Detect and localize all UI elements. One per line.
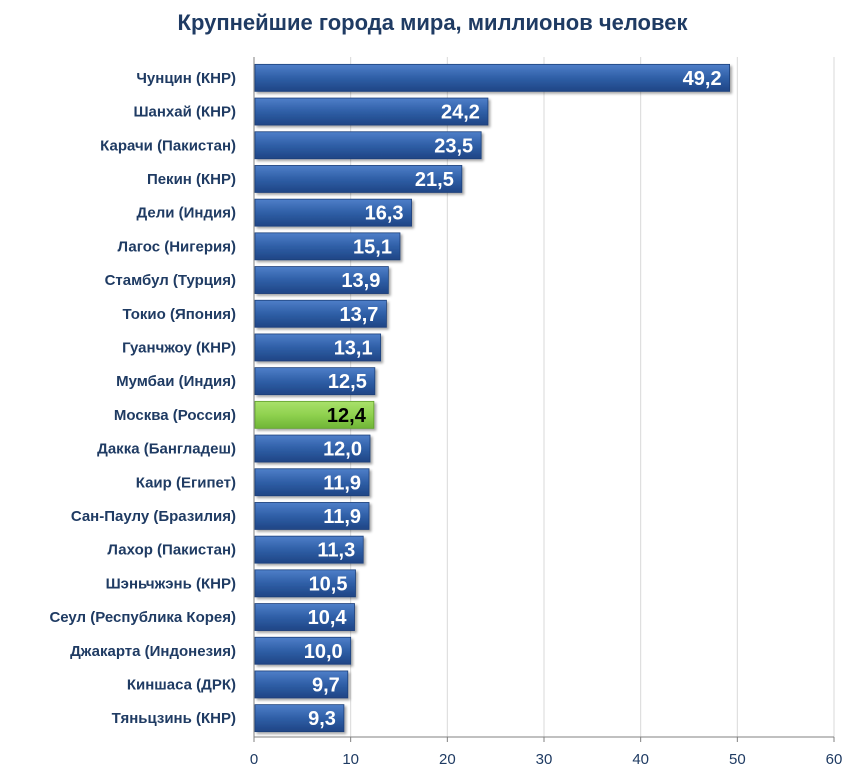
- category-label: Чунцин (КНР): [136, 70, 236, 87]
- category-label: Тяньцзинь (КНР): [112, 710, 236, 727]
- bar: [254, 569, 356, 598]
- bar-value-label: 9,7: [312, 674, 340, 696]
- bar: [254, 266, 389, 294]
- bar: [254, 704, 345, 733]
- bar-value-label: 10,5: [309, 573, 348, 595]
- category-label: Шэньчжэнь (КНР): [106, 575, 236, 592]
- category-label: Дели (Индия): [137, 205, 236, 222]
- category-label: Токио (Япония): [123, 306, 236, 323]
- category-label: Дакка (Бангладеш): [97, 441, 236, 458]
- bar-value-label: 13,1: [334, 337, 373, 359]
- bar: [254, 299, 387, 328]
- bar-value-label: 15,1: [353, 236, 392, 258]
- bar: [254, 535, 364, 564]
- x-tick-label: 60: [826, 751, 843, 768]
- bar: [254, 198, 412, 227]
- category-label: Киншаса (ДРК): [127, 676, 236, 693]
- category-label: Сан-Паулу (Бразилия): [71, 508, 236, 525]
- bar-value-label: 16,3: [365, 203, 404, 225]
- category-label: Шанхай (КНР): [133, 104, 236, 121]
- bar-value-label: 49,2: [683, 68, 722, 90]
- x-tick-label: 10: [342, 751, 359, 768]
- bar: [254, 636, 352, 665]
- bar-value-label: 13,7: [339, 304, 378, 326]
- bar: [254, 367, 376, 396]
- bar-value-label: 24,2: [441, 102, 480, 124]
- bar-value-label: 13,9: [341, 270, 380, 292]
- bar: [254, 502, 370, 530]
- bar-value-label: 12,0: [323, 439, 362, 461]
- bar-value-label: 11,3: [317, 540, 355, 562]
- bar-value-label: 10,0: [304, 641, 343, 663]
- bar: [254, 232, 401, 261]
- bar-value-label: 12,5: [328, 371, 367, 393]
- bar-value-label: 11,9: [323, 472, 361, 494]
- bar: [254, 63, 731, 92]
- bar: [254, 165, 463, 193]
- bar-value-label: 11,9: [323, 506, 361, 528]
- bar-value-label: 9,3: [308, 708, 336, 730]
- bar: [254, 670, 349, 699]
- category-label: Карачи (Пакистан): [100, 137, 236, 154]
- x-tick-label: 0: [250, 751, 258, 768]
- x-tick-label: 30: [536, 751, 553, 768]
- bar-value-label: 10,4: [308, 607, 348, 629]
- bar: [254, 434, 371, 463]
- category-label: Лагос (Нигерия): [117, 238, 236, 255]
- bar: [254, 97, 489, 126]
- bar: [254, 468, 370, 497]
- category-label: Джакарта (Индонезия): [70, 643, 236, 660]
- x-tick-label: 20: [439, 751, 456, 768]
- category-label: Сеул (Республика Корея): [49, 609, 236, 626]
- x-tick-label: 40: [632, 751, 649, 768]
- category-label: Каир (Египет): [136, 474, 236, 491]
- category-label: Мумбаи (Индия): [116, 373, 236, 390]
- category-label: Москва (Россия): [114, 407, 236, 424]
- bar-value-label: 21,5: [415, 169, 454, 191]
- category-label: Гуанчжоу (КНР): [122, 339, 236, 356]
- bar-value-label: 12,4: [327, 405, 367, 427]
- x-tick-label: 50: [729, 751, 746, 768]
- bar-value-label: 23,5: [434, 135, 473, 157]
- bar: [254, 333, 382, 362]
- bar: [254, 603, 355, 631]
- category-label: Лахор (Пакистан): [107, 542, 236, 559]
- category-label: Пекин (КНР): [147, 171, 236, 188]
- bar: [254, 131, 482, 160]
- bar: [254, 400, 375, 429]
- chart-title: Крупнейшие города мира, миллионов челове…: [177, 10, 688, 35]
- category-label: Стамбул (Турция): [105, 272, 236, 289]
